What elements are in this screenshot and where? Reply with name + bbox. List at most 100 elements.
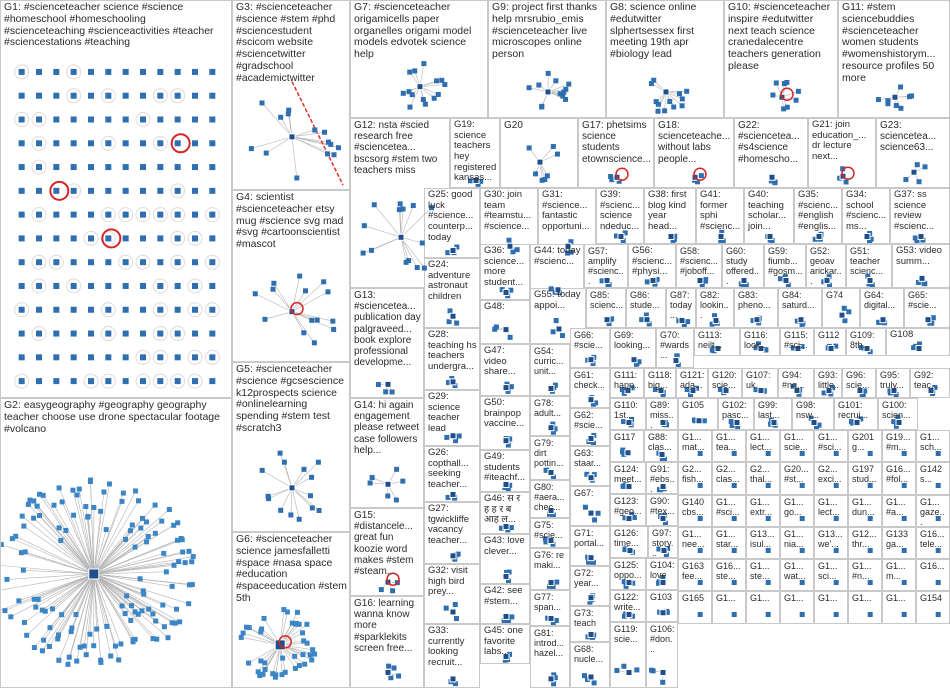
graph-node <box>105 378 112 385</box>
graph-node <box>266 496 272 502</box>
graph-node <box>9 536 15 542</box>
small-group-snippet: gaze... <box>920 506 945 527</box>
small-group-label: G201 <box>852 432 875 442</box>
group-network <box>821 274 832 287</box>
graph-node <box>629 511 635 517</box>
hub-node <box>927 387 935 394</box>
small-group-snippet: #st... <box>784 474 804 485</box>
graph-node <box>763 347 769 353</box>
graph-node <box>40 492 46 498</box>
graph-node <box>676 91 682 97</box>
hub-node <box>603 316 611 324</box>
graph-node <box>875 97 881 103</box>
graph-node <box>105 140 112 147</box>
graph-node <box>389 389 395 395</box>
group-label: G106: #don... <box>650 624 678 655</box>
graph-node <box>799 612 805 618</box>
graph-node <box>367 480 373 486</box>
small-group-tile: G2... exci... <box>814 462 848 495</box>
group-g18: G18: scienceteache... without labs peopl… <box>654 118 734 188</box>
graph-node <box>784 79 790 85</box>
small-group-snippet: tea... <box>716 442 737 452</box>
graph-node <box>138 525 144 531</box>
group-label: G109: 8th... <box>850 330 878 351</box>
graph-node <box>652 387 658 393</box>
hub-node <box>587 356 595 364</box>
graph-node <box>122 92 129 99</box>
graph-node <box>261 615 267 621</box>
group-network <box>891 414 903 429</box>
graph-node <box>186 601 192 607</box>
graph-node <box>765 579 771 585</box>
group-g37: G37: ss science review #scienc... <box>890 188 950 244</box>
graph-node <box>915 279 921 285</box>
group-label: G83: pheno... <box>738 290 771 311</box>
graph-node <box>593 400 599 406</box>
graph-node <box>18 354 25 361</box>
group-g94: G94: #nq... <box>778 368 814 398</box>
graph-node <box>280 655 286 661</box>
small-group-tile: G12... thr... <box>848 526 882 559</box>
graph-node <box>565 250 571 256</box>
graph-node <box>526 85 532 91</box>
graph-node <box>209 354 216 361</box>
graph-node <box>846 309 852 315</box>
group-g21: G21: join education_... dr lecture next.… <box>808 118 876 188</box>
graph-node <box>452 681 458 687</box>
hub-node <box>603 277 611 284</box>
small-group-snippet: tele... <box>920 538 943 549</box>
group-label: G32: visit high bird prey... <box>428 565 471 598</box>
graph-node <box>453 438 459 444</box>
graph-node <box>753 387 759 393</box>
group-g73: G73: teach <box>570 606 610 642</box>
group-g116: G116: look... <box>740 328 780 356</box>
graph-node <box>660 575 666 581</box>
graph-node <box>122 259 129 266</box>
small-group-snippet: #a... <box>886 506 904 517</box>
graph-node <box>312 651 318 657</box>
hub-node <box>449 608 457 616</box>
small-group-snippet: s... <box>920 474 933 485</box>
graph-node <box>122 187 129 194</box>
graph-node <box>169 620 175 626</box>
hub-node <box>555 325 563 333</box>
graph-node <box>166 507 172 513</box>
graph-node <box>157 211 164 218</box>
graph-node <box>174 92 181 99</box>
graph-node <box>22 549 28 555</box>
graph-node <box>105 235 112 242</box>
graph-node <box>609 316 615 322</box>
graph-node <box>255 669 261 675</box>
hub-node <box>863 233 871 240</box>
graph-node <box>901 547 907 553</box>
group-network <box>812 231 824 242</box>
graph-node <box>550 541 556 547</box>
group-g64: G64: digital... <box>860 288 904 328</box>
graph-node <box>116 657 122 663</box>
graph-node <box>36 140 42 147</box>
group-label: G5: #scienceteacher #science #gcsescienc… <box>236 363 347 434</box>
graph-node <box>648 81 654 87</box>
group-network <box>14 64 220 389</box>
graph-node <box>36 354 42 361</box>
graph-node <box>679 103 685 109</box>
graph-node <box>258 629 264 635</box>
hub-node <box>547 579 555 586</box>
graph-node <box>478 178 484 184</box>
graph-node <box>112 643 118 649</box>
hub-node <box>625 419 633 426</box>
graph-node <box>636 359 642 365</box>
graph-node <box>209 378 216 385</box>
group-g107: G107: uk <box>742 368 778 398</box>
graph-node <box>591 440 597 445</box>
group-network <box>506 237 520 255</box>
group-label: G115: #sci... <box>784 330 811 351</box>
group-network <box>901 483 907 489</box>
graph-node <box>140 354 146 361</box>
graph-node <box>69 625 75 631</box>
group-g102: G102: pasc... <box>718 398 754 430</box>
group-network <box>697 547 703 553</box>
group-g7: G7: #scienceteacher origamicells paper o… <box>350 0 488 118</box>
group-network <box>768 173 778 186</box>
graph-node <box>36 330 42 337</box>
